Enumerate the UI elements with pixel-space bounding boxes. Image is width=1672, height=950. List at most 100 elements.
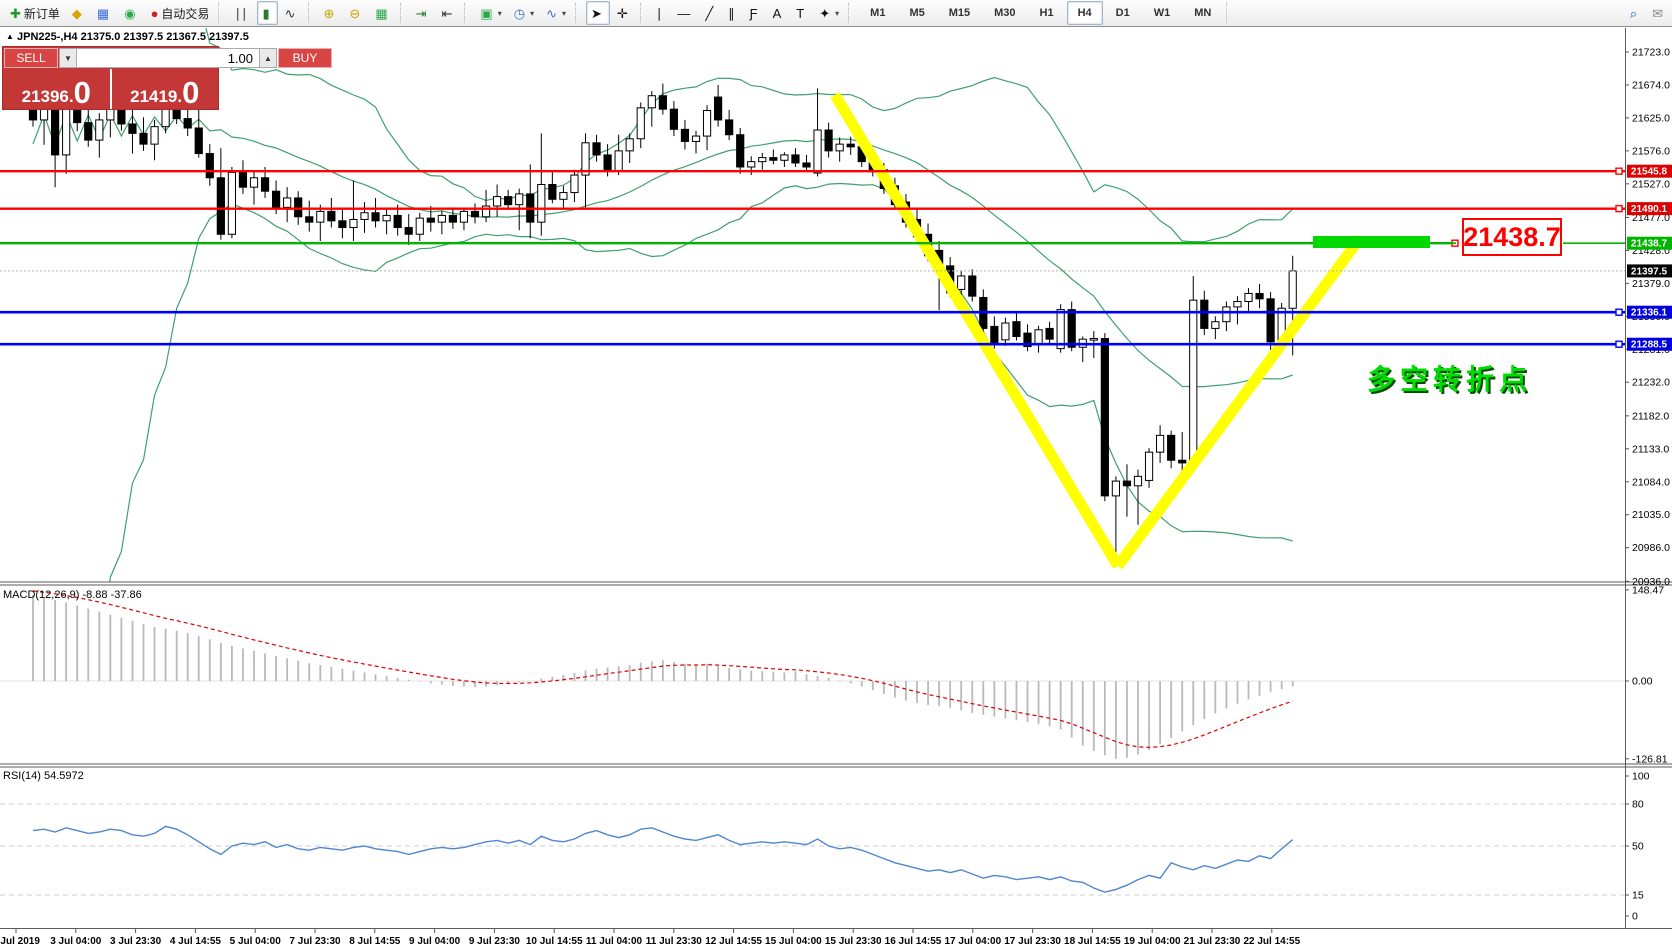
periods-icon: ◷ [513, 5, 526, 21]
candlestick-chart-icon[interactable]: ▮ [257, 1, 278, 25]
auto-trading-button[interactable]: ● 自动交易 [146, 1, 215, 25]
crosshair-icon[interactable]: ✛ [612, 1, 636, 25]
search-icon[interactable]: ⌕ [1625, 1, 1645, 25]
candle [1189, 299, 1198, 464]
equidistant-channel-icon[interactable]: ∥ [723, 1, 743, 25]
time-tick-label: 4 Jul 14:55 [170, 936, 222, 947]
timeframe-mn[interactable]: MN [1183, 1, 1222, 25]
charts-window-icon[interactable]: ▦ [92, 1, 117, 25]
time-tick-label: 3 Jul 04:00 [50, 936, 102, 947]
candle [581, 142, 590, 176]
timeframe-m5[interactable]: M5 [898, 1, 935, 25]
timeframe-m15[interactable]: M15 [938, 1, 981, 25]
line-anchor-marker[interactable] [1615, 204, 1623, 213]
tile-windows-icon[interactable]: ▦ [370, 1, 395, 25]
candle [570, 174, 579, 194]
zoom-out-icon[interactable]: ⊖ [344, 1, 368, 25]
new-order-button[interactable]: ✚ 新订单 [5, 1, 65, 25]
candle [238, 171, 248, 188]
candle [1222, 306, 1231, 323]
candle [647, 95, 656, 109]
community-icon[interactable]: ✉ [1647, 1, 1671, 25]
timeframe-m30[interactable]: M30 [983, 1, 1026, 25]
time-tick-label: 11 Jul 04:00 [586, 936, 643, 947]
candle [1067, 309, 1076, 348]
shapes-icon[interactable]: ✦ ▾ [814, 1, 844, 25]
price-callout[interactable]: 21438.7 [1462, 218, 1562, 256]
text-icon[interactable]: A [768, 1, 790, 25]
timeframe-d1-label: D1 [1115, 7, 1130, 19]
candle [747, 161, 756, 168]
horizontal-line-icon[interactable]: — [672, 1, 698, 25]
profiles-icon[interactable]: ◆ [67, 1, 90, 25]
timeframe-h4[interactable]: H4 [1066, 1, 1103, 25]
new-order-button-label: 新订单 [23, 6, 60, 21]
fibonacci-icon[interactable]: Ƒ [745, 1, 766, 25]
community-icon: ✉ [1652, 5, 1663, 21]
line-anchor-marker[interactable] [1615, 340, 1623, 348]
turning-point-note[interactable]: 多空转折点 [1367, 364, 1533, 395]
candle [769, 157, 778, 161]
candle [1266, 298, 1275, 343]
price-tick-label: 21723.0 [1632, 47, 1670, 59]
candle [260, 177, 270, 192]
timeframe-mn-label: MN [1194, 7, 1212, 19]
rsi-label: RSI(14) 54.5972 [3, 770, 84, 782]
signals-icon[interactable]: ◉ [119, 1, 143, 25]
timeframe-h4-label: H4 [1077, 7, 1092, 19]
search-icon: ⌕ [1629, 5, 1638, 21]
axis-price-flag-text: 21397.5 [1631, 266, 1668, 277]
candle [150, 126, 159, 145]
new-order-button: ✚ [10, 5, 21, 21]
zoom-in-icon[interactable]: ⊕ [319, 1, 343, 25]
candle [780, 154, 789, 161]
sell-price[interactable]: 21396 . 0 [3, 69, 112, 109]
timeframe-m5-label: M5 [909, 7, 925, 19]
line-chart-icon[interactable]: ∿ [280, 1, 304, 25]
bar-chart-icon[interactable]: ∣∣ [229, 1, 255, 25]
trendline-v[interactable] [830, 92, 1123, 569]
candle [139, 132, 148, 145]
line-anchor-marker[interactable] [1615, 167, 1623, 175]
macd-tick-label: -126.81 [1632, 753, 1668, 765]
periods-icon[interactable]: ◷ ▾ [509, 1, 539, 25]
volume-input[interactable] [77, 48, 259, 68]
time-tick-label: 2 Jul 2019 [0, 936, 40, 947]
timeframe-h1[interactable]: H1 [1029, 1, 1065, 25]
price-tick-label: 21674.0 [1632, 79, 1670, 91]
price-tick-label: 21084.0 [1632, 476, 1670, 488]
candle [1156, 434, 1165, 453]
line-anchor-marker[interactable] [1615, 308, 1623, 316]
price-tick-label: 20936.0 [1632, 576, 1670, 588]
volume-increase-button[interactable]: ▲ [259, 48, 277, 68]
chart-shift-icon[interactable]: ⇤ [437, 1, 461, 25]
timeframe-m1[interactable]: M1 [859, 1, 896, 25]
candlestick-series [28, 72, 1297, 567]
trendline-icon[interactable]: ╱ [700, 1, 721, 25]
candle [1122, 480, 1132, 487]
buy-price[interactable]: 21419 . 0 [112, 69, 219, 109]
highlight-zone[interactable] [1313, 236, 1430, 248]
templates-icon[interactable]: ▣ ▾ [475, 1, 506, 25]
cursor-icon[interactable]: ➤ [586, 1, 610, 25]
indicators-icon[interactable]: ∿ ▾ [541, 1, 571, 25]
sell-button[interactable]: SELL [4, 48, 58, 68]
trendline-v[interactable] [1113, 234, 1365, 570]
auto-scroll-icon[interactable]: ⇥ [411, 1, 435, 25]
buy-price-dot: . [177, 87, 183, 106]
text-label-icon[interactable]: T [791, 1, 812, 25]
price-tick-label: 21576.0 [1632, 145, 1670, 157]
time-tick-label: 22 Jul 14:55 [1243, 936, 1300, 947]
vertical-line-icon[interactable]: ∣ [651, 1, 671, 25]
candle [448, 214, 457, 223]
timeframe-d1[interactable]: D1 [1105, 1, 1141, 25]
candle [371, 212, 380, 222]
timeframe-w1[interactable]: W1 [1143, 1, 1182, 25]
price-tick-label: 21527.0 [1632, 178, 1670, 190]
candle [84, 122, 93, 141]
ohlc-values: 21375.0 21397.5 21367.5 21397.5 [80, 31, 249, 43]
volume-decrease-button[interactable]: ▼ [59, 48, 77, 68]
buy-button[interactable]: BUY [278, 48, 332, 68]
time-tick-label: 16 Jul 14:55 [885, 936, 942, 947]
